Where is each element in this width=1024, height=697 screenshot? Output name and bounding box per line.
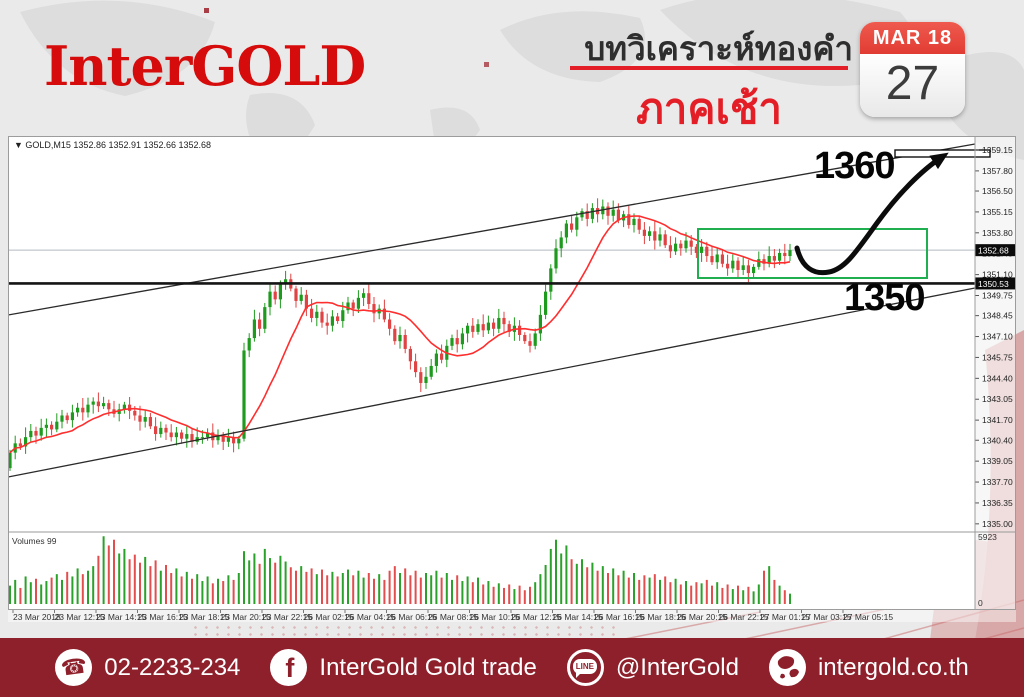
svg-text:26 Mar 10:15: 26 Mar 10:15 (470, 612, 520, 622)
svg-text:23 Mar 2018: 23 Mar 2018 (13, 612, 61, 622)
svg-text:1357.80: 1357.80 (982, 166, 1013, 176)
svg-text:27 Mar 03:15: 27 Mar 03:15 (802, 612, 852, 622)
website-url: intergold.co.th (817, 653, 969, 681)
svg-text:26 Mar 04:15: 26 Mar 04:15 (345, 612, 395, 622)
svg-text:1336.35: 1336.35 (982, 498, 1013, 508)
svg-text:1353.80: 1353.80 (982, 228, 1013, 238)
contact-phone[interactable]: ☎ 02-2233-234 (55, 649, 240, 686)
svg-text:27 Mar 05:15: 27 Mar 05:15 (843, 612, 893, 622)
svg-text:1344.40: 1344.40 (982, 373, 1013, 383)
svg-text:1345.75: 1345.75 (982, 352, 1013, 362)
calendar-month: MAR 18 (860, 22, 965, 54)
svg-text:1337.70: 1337.70 (982, 477, 1013, 487)
svg-text:1356.50: 1356.50 (982, 186, 1013, 196)
contact-website[interactable]: intergold.co.th (768, 649, 969, 686)
svg-text:1348.45: 1348.45 (982, 311, 1013, 321)
svg-text:26 Mar 08:15: 26 Mar 08:15 (428, 612, 478, 622)
svg-text:1351.10: 1351.10 (982, 270, 1013, 280)
footer-contact-bar: ☎ 02-2233-234 f InterGold Gold trade LIN… (0, 638, 1024, 697)
page-subtitle: ภาคเช้า (636, 85, 782, 132)
svg-text:1350.53: 1350.53 (978, 279, 1009, 289)
chart-window[interactable]: 1360 1350 Volumes 99 5923 0 1359.15 1357.80 135… (8, 136, 1016, 622)
svg-text:23 Mar 20:15: 23 Mar 20:15 (221, 612, 271, 622)
svg-text:23 Mar 22:15: 23 Mar 22:15 (262, 612, 312, 622)
svg-text:26 Mar 22:15: 26 Mar 22:15 (719, 612, 769, 622)
price-axis-background (975, 136, 1016, 610)
lower-trendline (8, 287, 976, 478)
facebook-page-name: InterGold Gold trade (319, 653, 537, 681)
contact-line[interactable]: LINE @InterGold (566, 649, 739, 686)
consolidation-box (697, 228, 928, 279)
svg-text:1335.00: 1335.00 (982, 519, 1013, 529)
phone-number: 02-2233-234 (104, 653, 241, 681)
svg-text:1352.68: 1352.68 (978, 246, 1009, 256)
svg-text:1339.05: 1339.05 (982, 456, 1013, 466)
facebook-icon: f (270, 649, 308, 686)
volume-bars (9, 536, 791, 604)
title-underline (570, 66, 848, 70)
volume-min-label: 0 (978, 598, 983, 608)
price-tag (975, 244, 1016, 257)
svg-text:1359.15: 1359.15 (982, 145, 1013, 155)
svg-text:26 Mar 06:15: 26 Mar 06:15 (387, 612, 437, 622)
line-id: @InterGold (615, 653, 739, 681)
svg-text:23 Mar 16:15: 23 Mar 16:15 (138, 612, 188, 622)
svg-text:27 Mar 01:15: 27 Mar 01:15 (760, 612, 810, 622)
svg-text:1355.15: 1355.15 (982, 207, 1013, 217)
svg-text:23 Mar 18:15: 23 Mar 18:15 (179, 612, 229, 622)
svg-text:26 Mar 16:15: 26 Mar 16:15 (594, 612, 644, 622)
page-title: บทวิเคราะห์ทองคำ (584, 30, 853, 67)
chart-border (8, 136, 1016, 610)
symbol-ohlc-line: ▼ GOLD,M15 1352.86 1352.91 1352.66 1352.… (14, 140, 211, 150)
contact-facebook[interactable]: f InterGold Gold trade (270, 649, 537, 686)
svg-text:1349.75: 1349.75 (982, 291, 1013, 301)
moving-average-line (9, 215, 791, 454)
svg-text:26 Mar 14:15: 26 Mar 14:15 (553, 612, 603, 622)
calendar-icon: MAR 18 27 (860, 22, 965, 117)
intergold-logo: InterGOLD (44, 34, 366, 98)
svg-text:23 Mar 14:15: 23 Mar 14:15 (96, 612, 146, 622)
svg-text:26 Mar 12:15: 26 Mar 12:15 (511, 612, 561, 622)
svg-text:1340.40: 1340.40 (982, 435, 1013, 445)
resistance-label: 1360 (814, 145, 895, 187)
dot-pattern (190, 624, 620, 637)
phone-icon: ☎ (55, 649, 93, 686)
volumes-label: Volumes 99 (12, 536, 57, 546)
globe-icon (768, 649, 806, 686)
volume-max-label: 5923 (978, 532, 997, 542)
svg-text:1341.70: 1341.70 (982, 415, 1013, 425)
projection-arrow (794, 152, 949, 276)
svg-text:26 Mar 18:15: 26 Mar 18:15 (636, 612, 686, 622)
line-icon: LINE (566, 649, 604, 686)
calendar-day: 27 (860, 54, 965, 117)
upper-trendline (8, 143, 976, 316)
plot-background (8, 136, 975, 610)
svg-text:26 Mar 20:15: 26 Mar 20:15 (677, 612, 727, 622)
support-label: 1350 (844, 277, 925, 319)
svg-text:1343.05: 1343.05 (982, 394, 1013, 404)
svg-text:23 Mar 12:15: 23 Mar 12:15 (55, 612, 105, 622)
svg-text:26 Mar 02:15: 26 Mar 02:15 (304, 612, 354, 622)
candlestick-chart[interactable]: 1360 1350 Volumes 99 5923 0 1359.15 1357.80 135… (8, 136, 1016, 622)
price-tag (975, 277, 1016, 290)
svg-text:1347.10: 1347.10 (982, 332, 1013, 342)
